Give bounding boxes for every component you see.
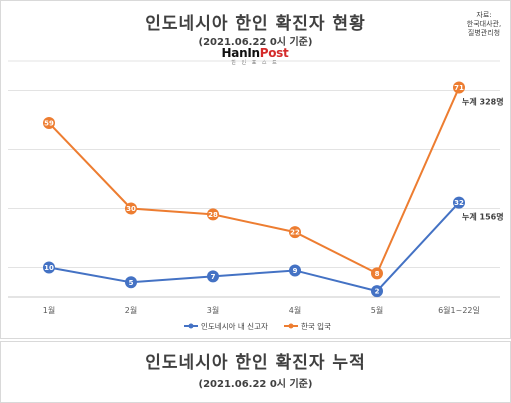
cumulative-annotation: 누계 156명 (462, 212, 504, 222)
data-point (289, 264, 301, 277)
chart-subtitle: (2021.06.22 0시 기준) (198, 37, 313, 48)
series-points: 10 5 7 9 2 32 59 30 28 22 8 71 (43, 81, 465, 298)
hanin-post-logo: HanInPost 한 인 포 스 트 (214, 47, 296, 69)
source-note: 자료: 한국대사관, 질병관리청 (460, 11, 508, 38)
data-point (43, 261, 55, 274)
data-label: 7 (211, 273, 216, 281)
data-label: 30 (126, 205, 136, 213)
data-point (207, 208, 219, 221)
data-point (125, 276, 137, 289)
series-line-1 (48, 87, 460, 275)
gridlines (8, 60, 500, 268)
logo-tagline: 한 인 포 스 트 (231, 60, 279, 66)
logo-text-post: Post (259, 46, 289, 60)
x-tick-label: 3월 (207, 305, 219, 315)
cumulative-subtitle: (2021.06.22 0시 기준) (198, 379, 313, 390)
legend-marker (288, 323, 294, 329)
logo-text-hanin: HanIn (221, 46, 261, 60)
series-lines (48, 87, 460, 293)
data-point (453, 196, 465, 209)
line-chart: 1월 2월 3월 4월 5월 6월1~22일 10 5 7 9 2 32 59 30 28 22 8 71 누계… (8, 60, 504, 331)
source-kdca: 질병관리청 (467, 29, 501, 37)
cumulative-title: 인도네시아 한인 확진자 누적 (145, 353, 366, 373)
x-axis: 1월 2월 3월 4월 5월 6월1~22일 (8, 296, 500, 315)
data-label: 71 (454, 84, 464, 92)
chart-panel (0, 0, 511, 339)
cumulative-annotation: 누계 328명 (462, 97, 504, 107)
data-point (453, 81, 465, 94)
series-line-0 (48, 201, 460, 293)
x-tick-label: 1월 (43, 305, 55, 315)
data-point (371, 267, 383, 280)
data-label: 32 (454, 199, 464, 207)
source-embassy: 한국대사관, (466, 20, 502, 28)
data-point (43, 116, 55, 129)
data-label: 5 (129, 279, 134, 287)
data-point (289, 226, 301, 239)
data-label: 2 (375, 288, 380, 296)
x-tick-label: 4월 (289, 305, 301, 315)
x-tick-label: 5월 (371, 305, 383, 315)
legend: 인도네시아 내 신고자 한국 입국 (184, 321, 331, 331)
legend-label: 한국 입국 (301, 322, 331, 331)
x-tick-label: 6월1~22일 (438, 305, 480, 315)
data-label: 8 (375, 270, 380, 278)
x-tick-label: 2월 (125, 305, 137, 315)
logo-wordmark: HanInPost (214, 47, 296, 60)
data-label: 28 (208, 211, 218, 219)
data-label: 10 (44, 264, 54, 272)
data-point (125, 202, 137, 215)
legend-marker (188, 323, 194, 329)
legend-label: 인도네시아 내 신고자 (201, 321, 268, 331)
data-label: 59 (44, 119, 54, 127)
data-point (207, 270, 219, 283)
data-label: 22 (290, 229, 300, 237)
source-label: 자료: (476, 11, 492, 19)
chart-title: 인도네시아 한인 확진자 현황 (145, 14, 366, 34)
data-point (371, 285, 383, 298)
data-label: 9 (293, 267, 298, 275)
